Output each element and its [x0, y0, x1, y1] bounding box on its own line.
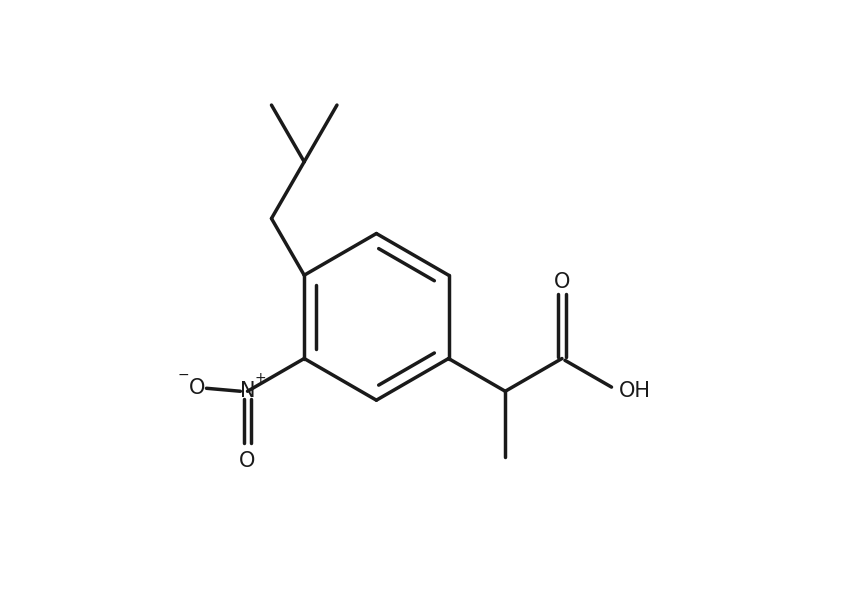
Text: N: N — [240, 382, 255, 401]
Text: O: O — [239, 451, 256, 471]
Text: O: O — [189, 379, 205, 398]
Text: −: − — [178, 368, 190, 382]
Text: O: O — [554, 272, 570, 292]
Text: OH: OH — [619, 382, 651, 401]
Text: +: + — [254, 371, 266, 385]
